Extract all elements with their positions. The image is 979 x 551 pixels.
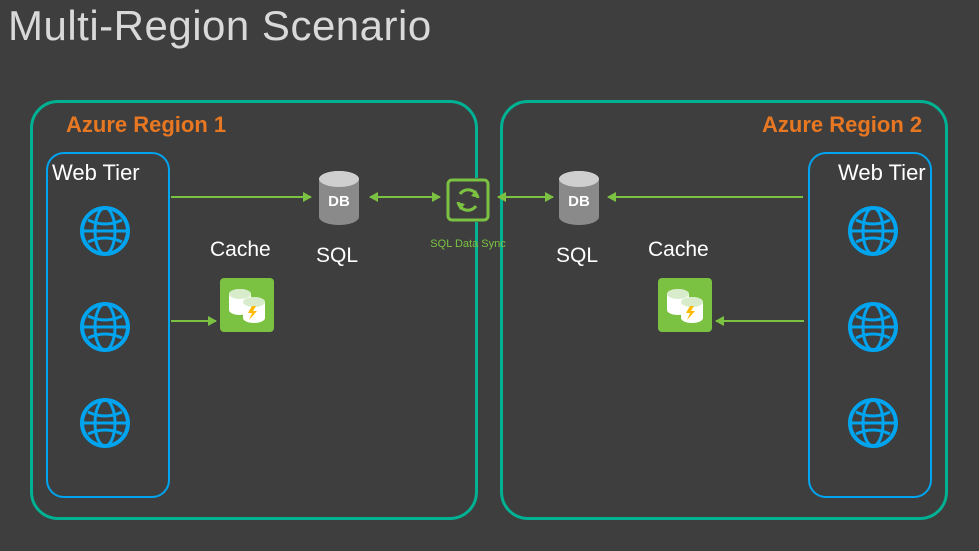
database-icon: DB (316, 170, 362, 226)
arrow (716, 320, 804, 322)
svg-text:DB: DB (568, 193, 590, 210)
web-node-icon (78, 300, 132, 354)
cache-icon (658, 278, 712, 332)
sql-label-right: SQL (556, 244, 598, 268)
region-label-right: Azure Region 2 (762, 112, 922, 138)
sql-label-left: SQL (316, 244, 358, 268)
database-icon: DB (556, 170, 602, 226)
svg-text:DB: DB (328, 193, 350, 210)
web-node-icon (78, 396, 132, 450)
cache-label-right: Cache (648, 238, 709, 262)
webtier-label-left: Web Tier (52, 160, 140, 186)
arrow (370, 196, 440, 198)
region-label-left: Azure Region 1 (66, 112, 226, 138)
cache-label-left: Cache (210, 238, 271, 262)
web-node-icon (846, 300, 900, 354)
cache-icon (220, 278, 274, 332)
web-node-icon (846, 396, 900, 450)
arrow (171, 196, 311, 198)
arrow (498, 196, 553, 198)
web-node-icon (78, 204, 132, 258)
page-title: Multi-Region Scenario (8, 2, 432, 50)
arrow (608, 196, 803, 198)
webtier-label-right: Web Tier (838, 160, 926, 186)
sync-label: SQL Data Sync (428, 238, 508, 250)
arrow (171, 320, 216, 322)
sync-icon (446, 178, 490, 222)
web-node-icon (846, 204, 900, 258)
